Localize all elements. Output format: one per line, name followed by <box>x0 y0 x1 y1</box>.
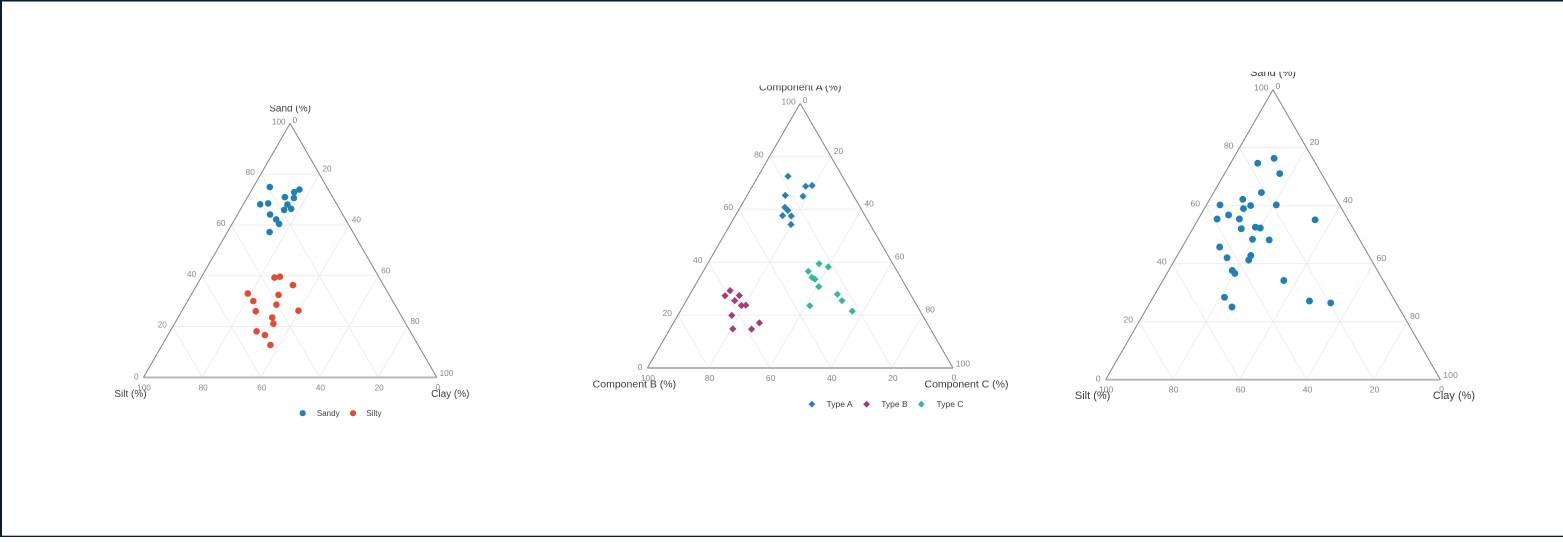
svg-text:80: 80 <box>410 317 420 326</box>
svg-text:60: 60 <box>1236 385 1246 395</box>
svg-text:80: 80 <box>199 383 209 392</box>
svg-text:0: 0 <box>293 116 298 125</box>
svg-text:20: 20 <box>375 383 385 392</box>
svg-text:40: 40 <box>1157 257 1167 267</box>
svg-text:60: 60 <box>1190 199 1200 209</box>
svg-text:100: 100 <box>1099 385 1114 395</box>
svg-text:Sand (%): Sand (%) <box>1250 67 1296 79</box>
svg-text:100: 100 <box>137 383 151 392</box>
svg-text:Clay (%): Clay (%) <box>1433 390 1475 402</box>
svg-text:40: 40 <box>864 199 874 209</box>
svg-text:0: 0 <box>803 95 808 105</box>
svg-text:100: 100 <box>1254 83 1269 93</box>
svg-text:60: 60 <box>724 202 734 212</box>
svg-text:20: 20 <box>158 321 168 330</box>
svg-text:Component C (%): Component C (%) <box>924 379 1008 391</box>
svg-text:80: 80 <box>705 373 715 383</box>
svg-text:20: 20 <box>1123 315 1133 325</box>
svg-text:100: 100 <box>272 117 286 126</box>
svg-text:60: 60 <box>895 252 905 262</box>
svg-text:40: 40 <box>1343 195 1353 205</box>
svg-text:Type B: Type B <box>881 399 908 409</box>
svg-text:40: 40 <box>316 383 326 392</box>
svg-text:0: 0 <box>134 372 139 381</box>
svg-text:Silt (%): Silt (%) <box>114 389 146 400</box>
svg-text:40: 40 <box>693 255 703 265</box>
svg-text:0: 0 <box>436 383 441 392</box>
svg-text:60: 60 <box>216 219 226 228</box>
svg-text:20: 20 <box>322 165 332 174</box>
svg-text:100: 100 <box>782 96 796 106</box>
svg-text:0: 0 <box>1096 374 1101 384</box>
svg-text:40: 40 <box>352 216 362 225</box>
svg-text:80: 80 <box>754 149 764 159</box>
svg-text:Sandy: Sandy <box>317 409 340 418</box>
svg-text:Silt (%): Silt (%) <box>1075 390 1110 402</box>
svg-text:Sand (%): Sand (%) <box>269 104 311 115</box>
svg-text:0: 0 <box>638 362 643 372</box>
svg-text:80: 80 <box>1410 311 1420 321</box>
svg-text:20: 20 <box>662 308 672 318</box>
svg-text:Type C: Type C <box>937 399 964 409</box>
svg-text:Clay (%): Clay (%) <box>431 389 469 400</box>
svg-text:60: 60 <box>257 383 267 392</box>
svg-text:20: 20 <box>1310 137 1320 147</box>
svg-text:80: 80 <box>246 168 256 177</box>
svg-text:40: 40 <box>827 373 837 383</box>
svg-text:0: 0 <box>952 373 957 383</box>
svg-text:80: 80 <box>1224 141 1234 151</box>
svg-text:60: 60 <box>381 266 391 275</box>
svg-text:40: 40 <box>187 270 197 279</box>
svg-text:60: 60 <box>766 373 776 383</box>
svg-text:Component B (%): Component B (%) <box>593 379 676 391</box>
svg-text:80: 80 <box>925 305 935 315</box>
svg-text:20: 20 <box>834 146 844 156</box>
svg-text:Component A (%): Component A (%) <box>759 82 841 94</box>
svg-text:60: 60 <box>1377 253 1387 263</box>
svg-text:80: 80 <box>1169 385 1179 395</box>
svg-text:100: 100 <box>641 373 655 383</box>
svg-text:0: 0 <box>1439 384 1444 394</box>
svg-text:100: 100 <box>440 369 454 378</box>
svg-text:40: 40 <box>1303 385 1313 395</box>
svg-text:100: 100 <box>1443 370 1458 380</box>
svg-text:Type A: Type A <box>827 399 853 409</box>
svg-text:100: 100 <box>956 359 970 369</box>
svg-text:Silty: Silty <box>366 409 381 418</box>
svg-text:20: 20 <box>888 373 898 383</box>
svg-text:20: 20 <box>1370 385 1380 395</box>
svg-text:0: 0 <box>1276 81 1281 91</box>
